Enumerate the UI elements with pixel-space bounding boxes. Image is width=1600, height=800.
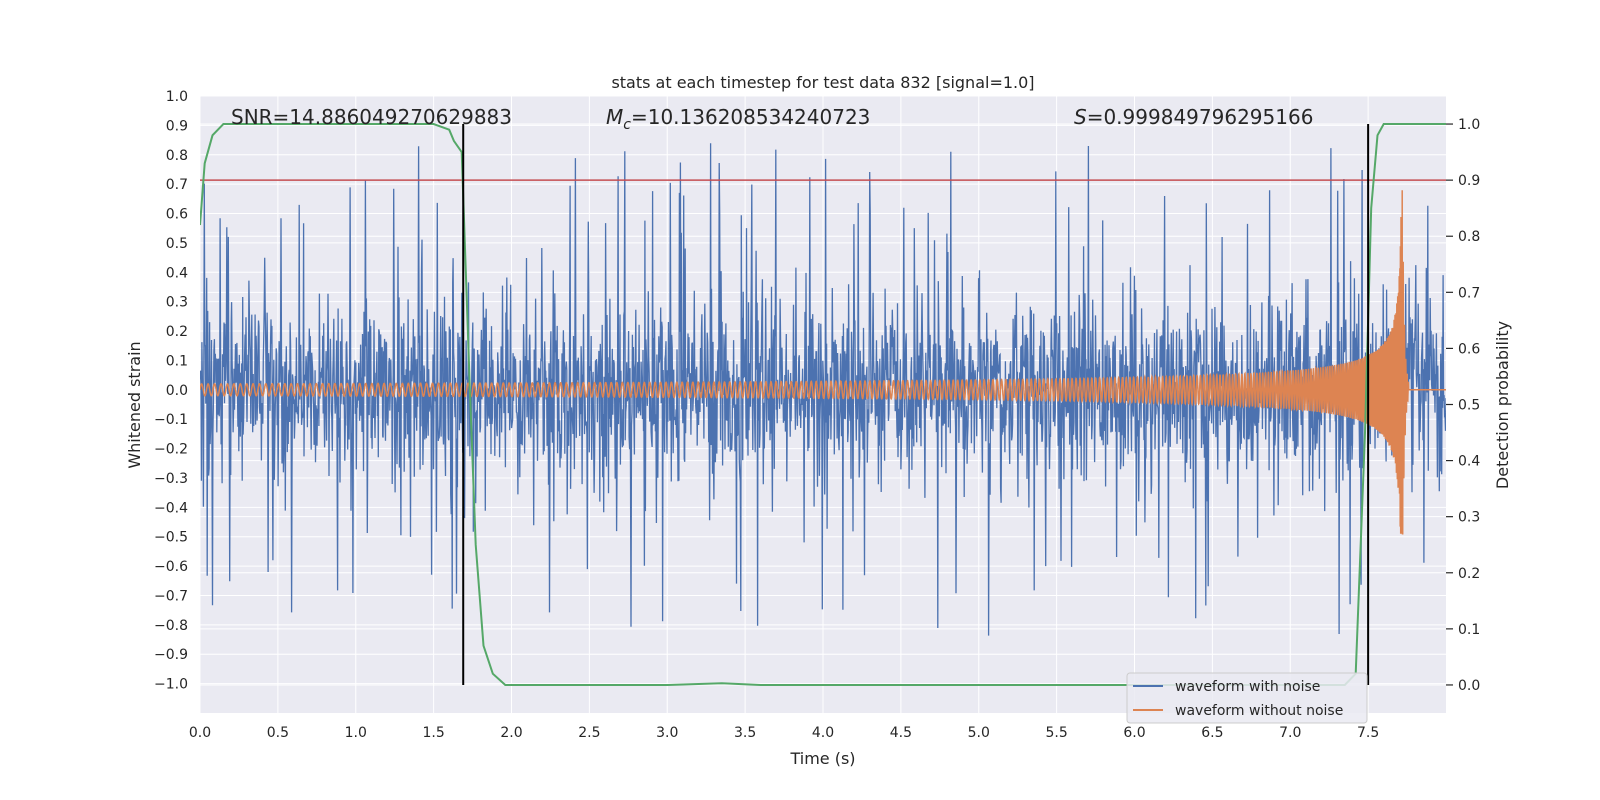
legend-label-clean: waveform without noise (1175, 703, 1343, 719)
y-tick-label: 0.3 (166, 295, 188, 311)
s-value: =0.999849796295166 (1087, 105, 1314, 129)
mc-subscript: c (623, 117, 631, 133)
x-tick-label: 1.5 (422, 725, 444, 741)
x-tick-label: 4.0 (812, 725, 834, 741)
mc-symbol: M (606, 105, 623, 129)
legend: waveform with noise waveform without noi… (1126, 672, 1368, 724)
y-tick-label: 0.2 (166, 324, 188, 340)
series-detection-probability (200, 123, 1446, 686)
x-axis-label: Time (s) (789, 749, 855, 768)
x-tick-label: 5.5 (1045, 725, 1067, 741)
annotation-snr: SNR=14.886049270629883 (231, 105, 512, 129)
y2-tick-label: 0.5 (1458, 398, 1480, 414)
y2-tick-labels: 1.0 0.9 0.8 0.7 0.6 0.5 0.4 0.3 0.2 0.1 0.0 (1446, 117, 1480, 694)
y2-tick-label: 0.7 (1458, 285, 1480, 301)
x-tick-label: 0.0 (189, 725, 211, 741)
y-tick-label: −0.6 (154, 559, 188, 575)
legend-box (1126, 672, 1368, 724)
y-tick-label: 0.1 (166, 353, 188, 369)
y2-tick-label: 0.4 (1458, 454, 1480, 470)
x-tick-label: 7.0 (1279, 725, 1301, 741)
y-tick-label: −0.8 (154, 618, 188, 634)
x-tick-label: 5.0 (968, 725, 990, 741)
y2-tick-label: 0.9 (1458, 173, 1480, 189)
y-tick-label: 0.5 (166, 236, 188, 252)
y-tick-label: 0.0 (166, 383, 188, 399)
x-tick-label: 0.5 (267, 725, 289, 741)
annotation-mc: Mc=10.136208534240723 (606, 105, 870, 133)
y-tick-label: −1.0 (154, 677, 188, 693)
y-tick-label: 0.8 (166, 148, 188, 164)
x-tick-label: 7.5 (1357, 725, 1379, 741)
y-tick-label: −0.5 (154, 530, 188, 546)
annotation-s: S=0.999849796295166 (1074, 105, 1313, 129)
y2-tick-label: 0.6 (1458, 341, 1480, 357)
x-tick-label: 1.0 (345, 725, 367, 741)
x-tick-label: 3.0 (656, 725, 678, 741)
y-tick-label: 1.0 (166, 89, 188, 105)
y-tick-label: −0.2 (154, 442, 188, 458)
chart-title: stats at each timestep for test data 832… (611, 73, 1034, 92)
x-tick-label: 4.5 (890, 725, 912, 741)
x-tick-label: 2.0 (500, 725, 522, 741)
x-tick-label: 3.5 (734, 725, 756, 741)
y-tick-label: −0.9 (154, 647, 188, 663)
y-axis-label: Whitened strain (125, 341, 144, 468)
y-tick-label: 0.4 (166, 265, 188, 281)
y-tick-label: 0.7 (166, 177, 188, 193)
x-tick-labels: 0.0 0.5 1.0 1.5 2.0 2.5 3.0 3.5 4.0 4.5 5.0 5.5 6.0 6… (189, 725, 1379, 741)
series-waveform-with-noise (200, 143, 1446, 636)
y-tick-label: −0.4 (154, 500, 188, 516)
series-waveform-without-noise (200, 190, 1446, 535)
y2-axis-label: Detection probability (1493, 321, 1512, 489)
y-tick-label: −0.3 (154, 471, 188, 487)
x-tick-label: 6.5 (1201, 725, 1223, 741)
y-tick-label: −0.1 (154, 412, 188, 428)
legend-label-noise: waveform with noise (1175, 679, 1320, 695)
y2-tick-label: 0.0 (1458, 678, 1480, 694)
y2-tick-label: 0.8 (1458, 229, 1480, 245)
y2-tick-label: 0.2 (1458, 566, 1480, 582)
s-symbol: S (1074, 105, 1087, 129)
x-tick-label: 6.0 (1123, 725, 1145, 741)
y-tick-label: 0.6 (166, 207, 188, 223)
x-tick-label: 2.5 (578, 725, 600, 741)
y2-tick-label: 0.3 (1458, 510, 1480, 526)
y2-tick-label: 0.1 (1458, 622, 1480, 638)
y-tick-label: −0.7 (154, 588, 188, 604)
y-tick-label: 0.9 (166, 118, 188, 134)
mc-value: =10.136208534240723 (631, 105, 870, 129)
y-tick-labels: 1.0 0.9 0.8 0.7 0.6 0.5 0.4 0.3 0.2 0.1 0.0 −0.1 −0.… (154, 89, 188, 693)
y2-tick-label: 1.0 (1458, 117, 1480, 133)
